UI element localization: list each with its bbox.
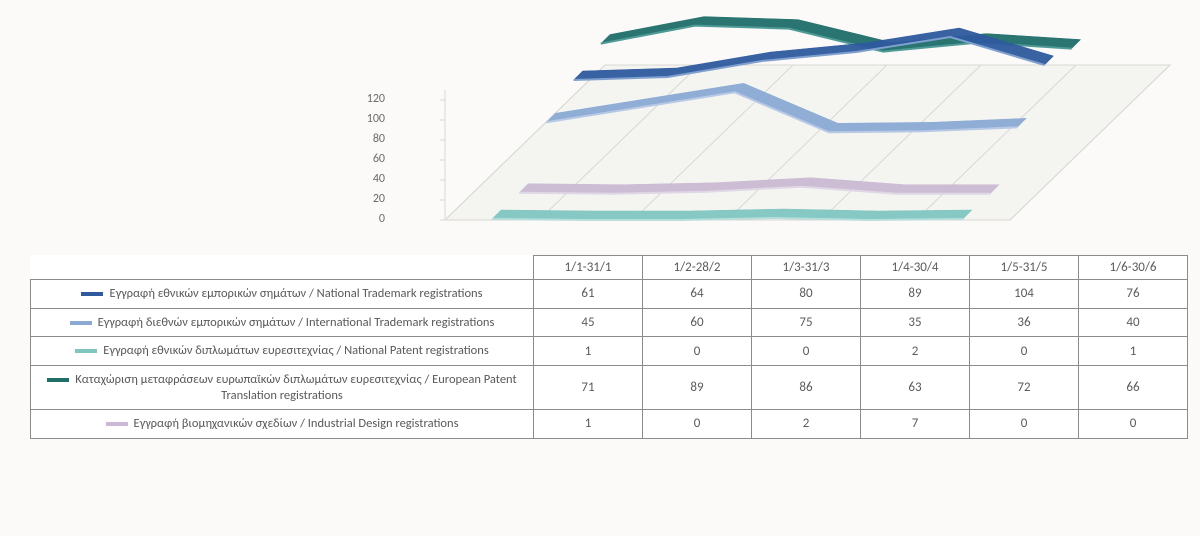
data-cell: 35 xyxy=(861,308,970,337)
data-table: 1/1-31/1 1/2-28/2 1/3-31/3 1/4-30/4 1/5-… xyxy=(30,255,1188,439)
series-swatch xyxy=(106,422,128,426)
ytick-80: 80 xyxy=(345,132,385,146)
series-label-text: Καταχώριση μεταφράσεων ευρωπαϊκών διπλωμ… xyxy=(75,372,516,403)
y-grid xyxy=(440,90,445,220)
series-label-cell: Εγγραφή βιομηχανικών σχεδίων / Industria… xyxy=(31,410,534,439)
data-cell: 0 xyxy=(643,337,752,366)
series-swatch xyxy=(81,292,103,296)
data-cell: 7 xyxy=(861,410,970,439)
series-label-cell: Εγγραφή εθνικών εμπορικών σημάτων / Nati… xyxy=(31,280,534,309)
chart-3d-line xyxy=(400,0,1190,250)
col-period-1: 1/2-28/2 xyxy=(643,256,752,280)
series-label-text: Εγγραφή διεθνών εμπορικών σημάτων / Inte… xyxy=(98,315,495,330)
data-cell: 36 xyxy=(970,308,1079,337)
table-row: Εγγραφή βιομηχανικών σχεδίων / Industria… xyxy=(31,410,1188,439)
data-cell: 0 xyxy=(970,410,1079,439)
data-cell: 75 xyxy=(752,308,861,337)
series-label-text: Εγγραφή εθνικών εμπορικών σημάτων / Nati… xyxy=(109,286,482,301)
data-cell: 0 xyxy=(970,337,1079,366)
data-cell: 89 xyxy=(643,365,752,409)
data-cell: 64 xyxy=(643,280,752,309)
data-cell: 1 xyxy=(534,410,643,439)
data-cell: 89 xyxy=(861,280,970,309)
data-cell: 61 xyxy=(534,280,643,309)
series-label-text: Εγγραφή εθνικών διπλωμάτων ευρεσιτεχνίας… xyxy=(103,343,488,358)
series-label-cell: Καταχώριση μεταφράσεων ευρωπαϊκών διπλωμ… xyxy=(31,365,534,409)
data-cell: 1 xyxy=(534,337,643,366)
table-row: Εγγραφή διεθνών εμπορικών σημάτων / Inte… xyxy=(31,308,1188,337)
ytick-20: 20 xyxy=(345,192,385,206)
data-table-wrap: 1/1-31/1 1/2-28/2 1/3-31/3 1/4-30/4 1/5-… xyxy=(30,255,1188,439)
data-cell: 86 xyxy=(752,365,861,409)
ytick-100: 100 xyxy=(345,112,385,126)
data-cell: 72 xyxy=(970,365,1079,409)
table-row: Εγγραφή εθνικών εμπορικών σημάτων / Nati… xyxy=(31,280,1188,309)
data-cell: 80 xyxy=(752,280,861,309)
data-cell: 2 xyxy=(861,337,970,366)
page-root: 120 100 80 60 40 20 0 xyxy=(0,0,1200,536)
col-period-5: 1/6-30/6 xyxy=(1079,256,1188,280)
ytick-40: 40 xyxy=(345,172,385,186)
series-swatch xyxy=(70,321,92,325)
ytick-60: 60 xyxy=(345,152,385,166)
data-cell: 76 xyxy=(1079,280,1188,309)
col-period-3: 1/4-30/4 xyxy=(861,256,970,280)
table-body: Εγγραφή εθνικών εμπορικών σημάτων / Nati… xyxy=(31,280,1188,439)
ytick-120: 120 xyxy=(345,92,385,106)
data-cell: 66 xyxy=(1079,365,1188,409)
data-cell: 40 xyxy=(1079,308,1188,337)
data-cell: 1 xyxy=(1079,337,1188,366)
col-period-2: 1/3-31/3 xyxy=(752,256,861,280)
data-cell: 63 xyxy=(861,365,970,409)
series-swatch xyxy=(75,349,97,353)
series-label-text: Εγγραφή βιομηχανικών σχεδίων / Industria… xyxy=(134,416,459,431)
series-swatch xyxy=(47,378,69,382)
data-cell: 104 xyxy=(970,280,1079,309)
data-cell: 2 xyxy=(752,410,861,439)
data-cell: 0 xyxy=(643,410,752,439)
col-period-0: 1/1-31/1 xyxy=(534,256,643,280)
data-cell: 0 xyxy=(752,337,861,366)
series-label-cell: Εγγραφή εθνικών διπλωμάτων ευρεσιτεχνίας… xyxy=(31,337,534,366)
corner-cell xyxy=(31,256,534,280)
col-period-4: 1/5-31/5 xyxy=(970,256,1079,280)
table-header-row: 1/1-31/1 1/2-28/2 1/3-31/3 1/4-30/4 1/5-… xyxy=(31,256,1188,280)
data-cell: 0 xyxy=(1079,410,1188,439)
data-cell: 71 xyxy=(534,365,643,409)
table-row: Εγγραφή εθνικών διπλωμάτων ευρεσιτεχνίας… xyxy=(31,337,1188,366)
data-cell: 60 xyxy=(643,308,752,337)
ytick-0: 0 xyxy=(345,212,385,226)
table-row: Καταχώριση μεταφράσεων ευρωπαϊκών διπλωμ… xyxy=(31,365,1188,409)
series-label-cell: Εγγραφή διεθνών εμπορικών σημάτων / Inte… xyxy=(31,308,534,337)
data-cell: 45 xyxy=(534,308,643,337)
